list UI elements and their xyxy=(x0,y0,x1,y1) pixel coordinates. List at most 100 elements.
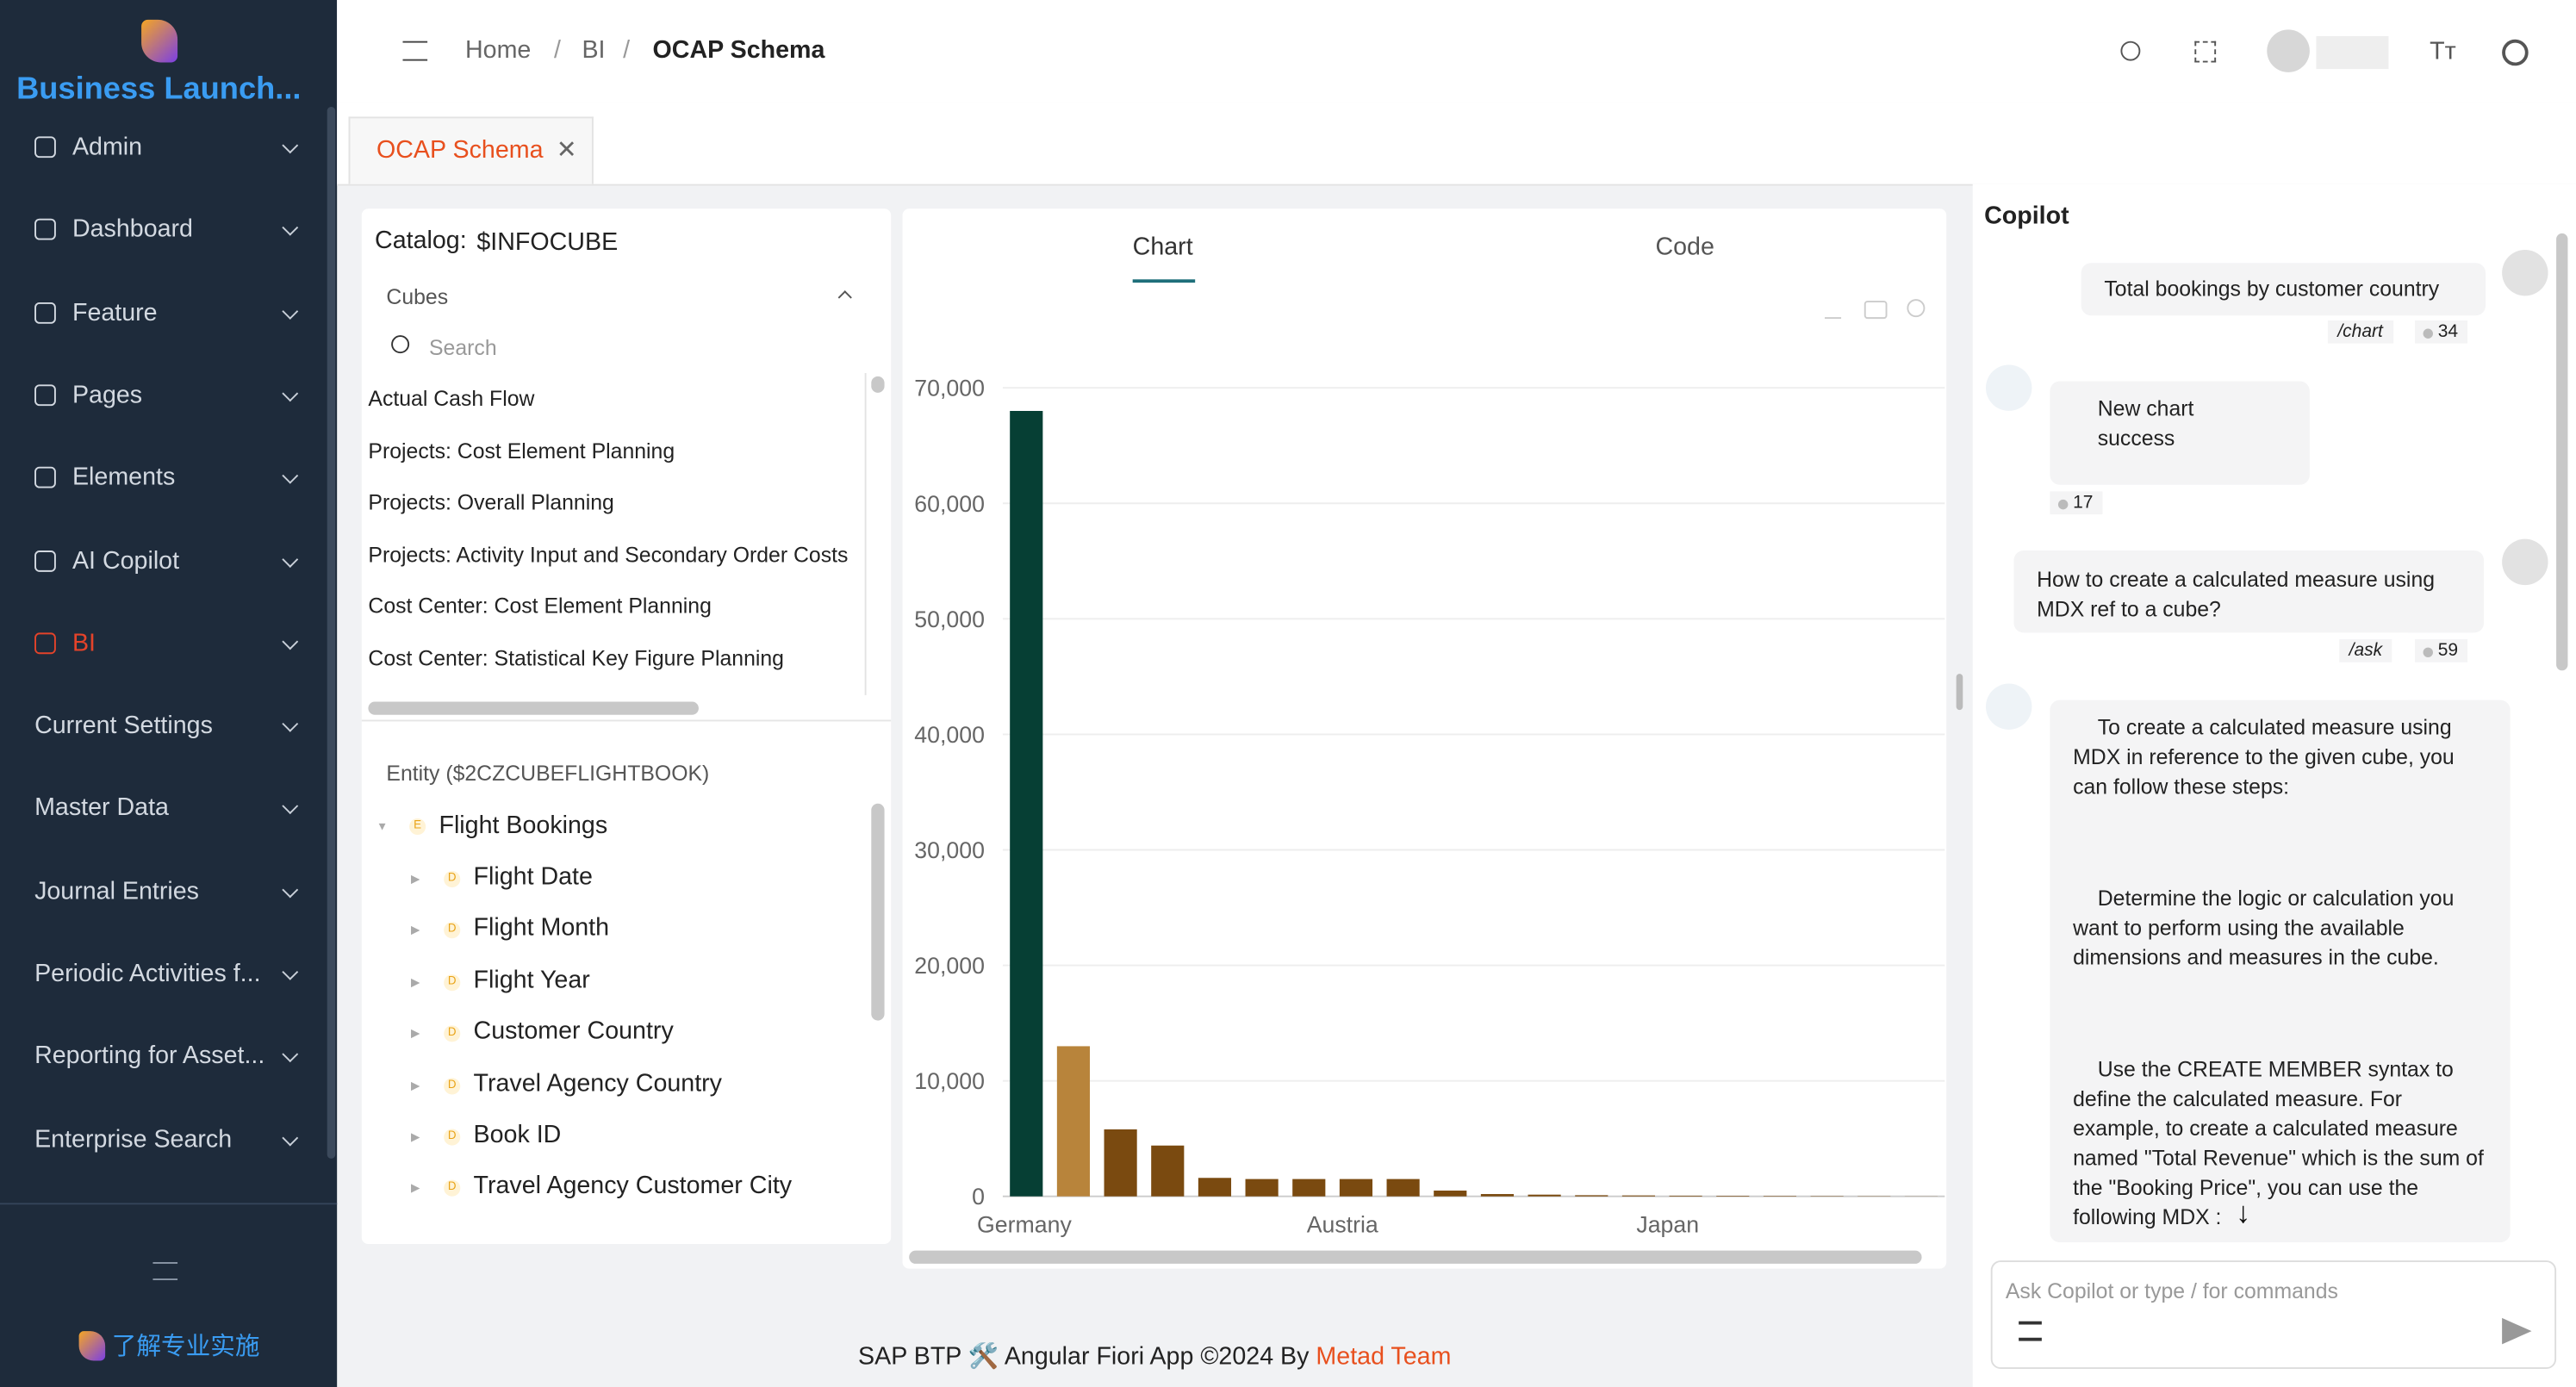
sidebar-scrollbar xyxy=(327,106,336,1159)
font-icon[interactable]: Tт xyxy=(2430,37,2456,66)
cube-item[interactable]: Actual Cash Flow xyxy=(368,386,535,411)
refresh-icon[interactable] xyxy=(1907,299,1926,318)
camera-icon[interactable] xyxy=(1864,301,1888,320)
tree-caret[interactable]: ▶ xyxy=(411,1184,420,1196)
cube-item[interactable]: Projects: Overall Planning xyxy=(368,489,614,515)
cube-item[interactable]: Cost Center: Statistical Key Figure Plan… xyxy=(368,644,784,670)
dimension-item[interactable]: Flight Year xyxy=(473,966,590,994)
breadcrumb[interactable]: Home xyxy=(464,35,532,65)
chevron xyxy=(282,716,299,732)
search-icon[interactable] xyxy=(2120,40,2141,61)
nav-item[interactable]: Elements xyxy=(34,460,306,496)
scrollbar xyxy=(368,701,699,715)
nav-item[interactable]: Dashboard xyxy=(34,213,306,249)
chart-tab[interactable]: Chart xyxy=(1132,233,1193,262)
breadcrumb[interactable]: BI xyxy=(582,35,606,65)
nav-label: Current Settings xyxy=(34,712,213,740)
cube-item[interactable]: Cost Center: Cost Element Planning xyxy=(368,593,712,619)
user-name xyxy=(2316,35,2389,70)
download-icon[interactable] xyxy=(1824,301,1842,320)
cube-item[interactable]: Projects: Cost Element Planning xyxy=(368,438,675,463)
nav-icon xyxy=(34,384,56,406)
sidebar-footer[interactable]: 了解专业实施 xyxy=(111,1333,260,1361)
code-tab[interactable]: Code xyxy=(1655,233,1714,262)
dimension-item[interactable]: Book ID xyxy=(473,1120,562,1149)
nav-label: Elements xyxy=(72,463,176,492)
nav-icon xyxy=(34,467,56,488)
bar xyxy=(1292,1179,1326,1197)
dimension-badge: D xyxy=(444,973,461,991)
scrollbar xyxy=(909,1250,1922,1264)
send-icon[interactable] xyxy=(2502,1317,2532,1345)
input-placeholder[interactable]: Ask Copilot or type / for commands xyxy=(2005,1278,2338,1303)
scroll-down[interactable]: ↓ xyxy=(2236,1196,2251,1229)
tree-caret[interactable]: ▶ xyxy=(411,1132,420,1144)
footer-text: SAP BTP 🛠️ Angular Fiori App ©2024 By xyxy=(858,1342,1310,1371)
chevron xyxy=(282,798,299,815)
nav-item[interactable]: Admin xyxy=(34,130,306,166)
dimension-item[interactable]: Travel Agency Customer City xyxy=(473,1172,793,1201)
catalog-panel: Catalog: $INFOCUBE Cubes Search Entity (… xyxy=(361,208,892,1245)
nav-label: Master Data xyxy=(34,794,169,823)
nav-item[interactable]: Master Data xyxy=(34,791,306,827)
tab-bar xyxy=(337,102,2576,186)
breadcrumb-sep: / xyxy=(554,35,561,65)
nav-label: Pages xyxy=(72,381,143,409)
nav-item[interactable]: AI Copilot xyxy=(34,543,306,579)
nav-item[interactable]: Enterprise Search xyxy=(34,1122,306,1158)
nav-item[interactable]: Feature xyxy=(34,295,306,332)
resize-handle[interactable] xyxy=(1956,674,1963,711)
tab[interactable]: OCAP Schema ✕ xyxy=(348,116,594,184)
settings-icon[interactable] xyxy=(2502,39,2529,66)
chevron xyxy=(282,880,299,898)
nav-item[interactable]: Reporting for Asset... xyxy=(34,1039,306,1075)
options-icon[interactable] xyxy=(2019,1321,2042,1341)
tree-caret[interactable]: ▶ xyxy=(411,1080,420,1092)
fullscreen-icon[interactable] xyxy=(2194,40,2217,63)
chevron xyxy=(282,468,299,485)
scrollbar xyxy=(871,376,885,393)
cube-item[interactable]: Projects: Activity Input and Secondary O… xyxy=(368,541,849,567)
breadcrumb-current: OCAP Schema xyxy=(652,35,825,65)
footer-link[interactable]: Metad Team xyxy=(1316,1342,1452,1371)
menu-toggle[interactable] xyxy=(402,40,428,61)
chart: 0 10,000 20,000 30,000 40,000 50,000 60,000 70,… xyxy=(914,376,1945,1238)
tree-caret[interactable]: ▶ xyxy=(411,977,420,989)
tree-caret[interactable]: ▼ xyxy=(376,821,389,834)
dimension-item[interactable]: Flight Month xyxy=(473,914,610,942)
search-input[interactable]: Search xyxy=(429,335,497,360)
catalog-value[interactable]: $INFOCUBE xyxy=(476,228,619,257)
avatar[interactable] xyxy=(2267,29,2310,72)
input-box[interactable]: Ask Copilot or type / for commands xyxy=(1990,1260,2557,1370)
y-tick-label: 0 xyxy=(972,1184,985,1210)
tab-close[interactable]: ✕ xyxy=(556,136,577,165)
nav-item[interactable]: Periodic Activities f... xyxy=(34,956,306,992)
nav-label: BI xyxy=(72,629,96,657)
nav-item[interactable]: Current Settings xyxy=(34,708,306,744)
nav-item[interactable]: Pages xyxy=(34,378,306,414)
nav-label: Periodic Activities f... xyxy=(34,960,261,988)
dimension-item[interactable]: Travel Agency Country xyxy=(473,1069,723,1098)
scrollbar xyxy=(2556,233,2568,671)
y-tick-label: 40,000 xyxy=(914,722,985,748)
dimension-item[interactable]: Customer Country xyxy=(473,1017,674,1046)
nav-item[interactable]: BI xyxy=(34,625,306,662)
cubes-title[interactable]: Cubes xyxy=(386,284,449,309)
bar xyxy=(1386,1179,1420,1197)
nav-item[interactable]: Journal Entries xyxy=(34,874,306,910)
tree-caret[interactable]: ▶ xyxy=(411,1029,420,1041)
tree-caret[interactable]: ▶ xyxy=(411,925,420,938)
bar xyxy=(1245,1179,1279,1197)
chevron xyxy=(282,137,299,154)
logo xyxy=(141,19,178,63)
user-message: How to create a calculated measure using… xyxy=(2013,550,2485,633)
nav-icon xyxy=(34,302,56,324)
collapse-icon[interactable] xyxy=(152,1262,178,1281)
dimension-item[interactable]: Flight Date xyxy=(473,862,593,891)
bot-message: To create a calculated measure using MDX… xyxy=(2050,700,2511,1243)
divider xyxy=(0,1203,338,1205)
tree-caret[interactable]: ▶ xyxy=(411,874,420,886)
entity-root[interactable]: Flight Bookings xyxy=(439,812,608,840)
collapse-chevron[interactable] xyxy=(837,290,852,305)
count: 59 xyxy=(2414,639,2468,662)
